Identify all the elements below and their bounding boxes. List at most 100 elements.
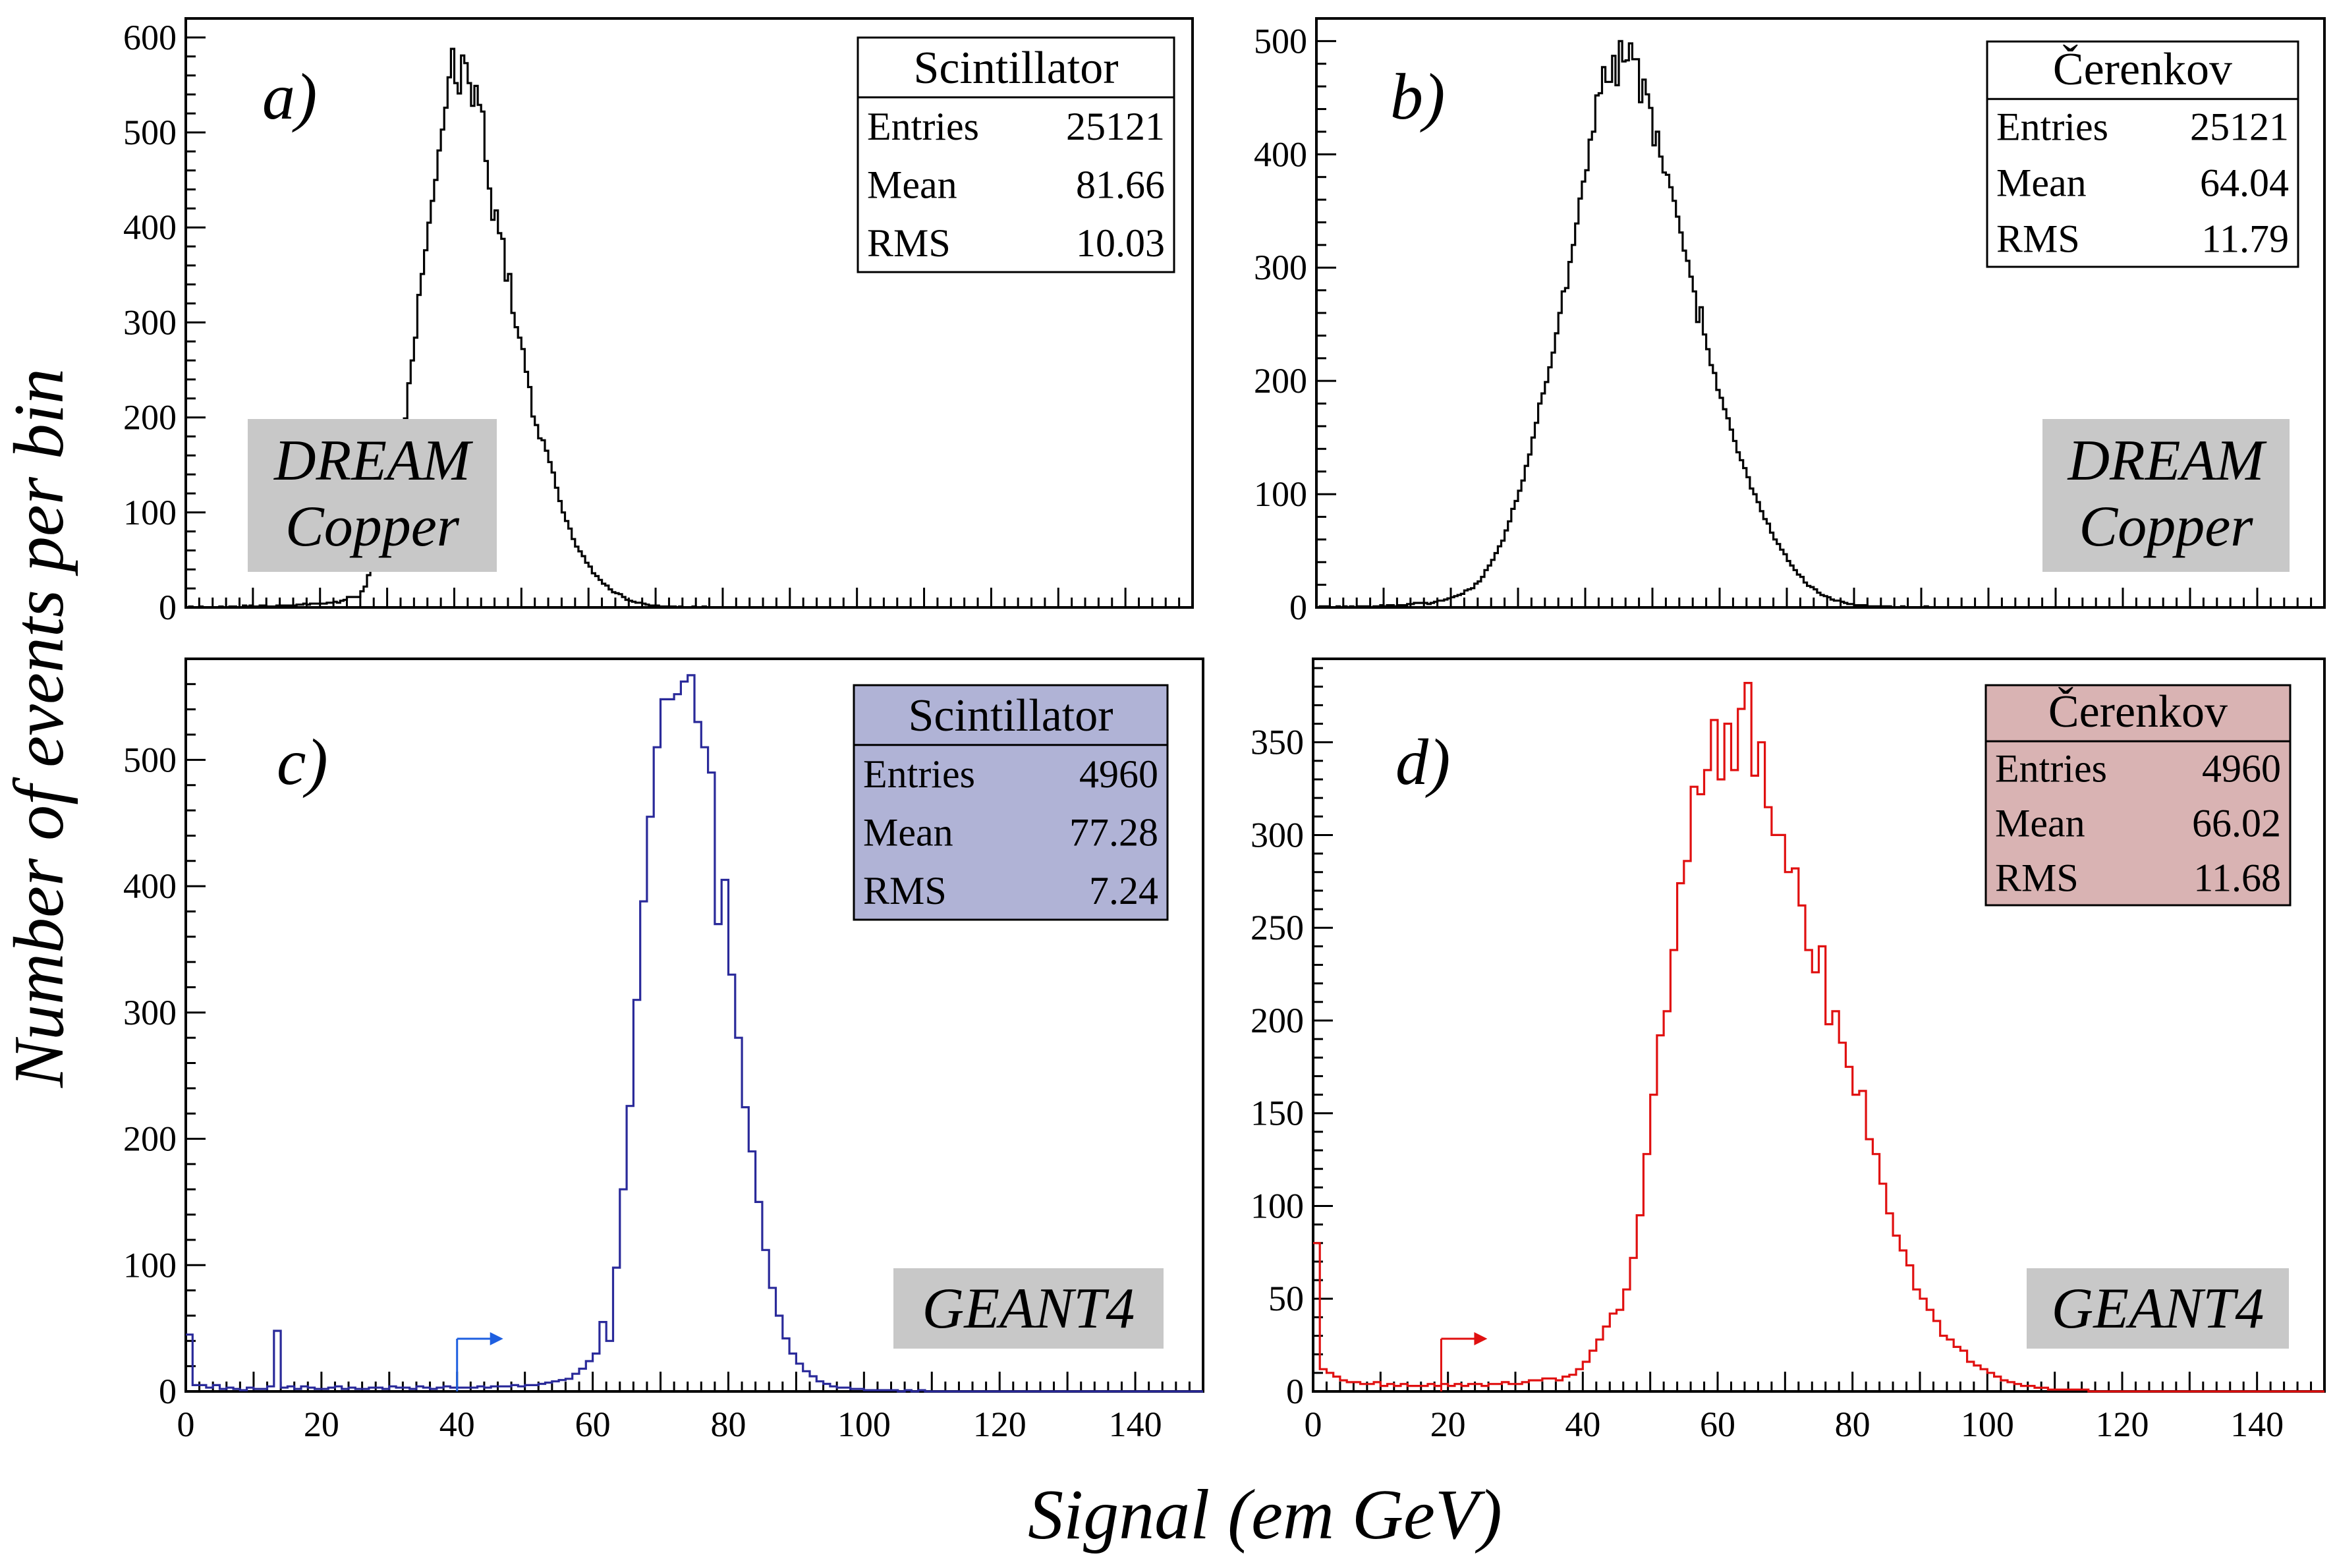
tag-line: Copper: [285, 495, 460, 559]
y-tick-label: 0: [159, 588, 177, 627]
stats-title: Scintillator: [913, 43, 1118, 94]
x-tick-label: 40: [1565, 1405, 1600, 1444]
y-tick-label: 200: [1251, 1001, 1304, 1040]
stats-row-value: 7.24: [1089, 869, 1158, 912]
stats-row-label: Entries: [1995, 747, 2107, 791]
x-tick-label: 120: [2096, 1405, 2149, 1444]
y-tick-label: 0: [159, 1372, 177, 1411]
tag-box: [2042, 419, 2290, 572]
cut-marker-arrowhead: [1474, 1332, 1488, 1345]
y-tick-label: 0: [1286, 1372, 1304, 1411]
x-tick-label: 100: [1961, 1405, 2014, 1444]
x-tick-label: 140: [2230, 1405, 2284, 1444]
x-tick-label: 0: [177, 1405, 195, 1444]
stats-row-label: Mean: [1995, 802, 2085, 845]
x-tick-label: 100: [837, 1405, 891, 1444]
stats-row-label: Mean: [1996, 161, 2087, 205]
y-tick-label: 500: [123, 113, 177, 152]
y-tick-label: 50: [1268, 1279, 1304, 1318]
panels: 0100200300400500600a)DREAMCopperScintill…: [123, 17, 2326, 1444]
stats-row-value: 25121: [1066, 105, 1165, 148]
stats-row-value: 66.02: [2192, 802, 2281, 845]
stats-row-value: 64.04: [2200, 161, 2289, 205]
panel-letter: a): [262, 60, 317, 133]
stats-box: [1984, 684, 2292, 907]
stats-row-value: 10.03: [1076, 221, 1165, 265]
x-tick-label: 80: [710, 1405, 746, 1444]
y-tick-label: 200: [123, 398, 177, 437]
y-tick-label: 100: [123, 493, 177, 532]
tag-box: [2027, 1268, 2289, 1349]
stats-row-label: Entries: [1996, 105, 2108, 149]
plot-frame: [1312, 658, 2326, 1393]
tag-line: GEANT4: [922, 1277, 1135, 1341]
y-tick-label: 150: [1251, 1094, 1304, 1133]
panel-letter: d): [1395, 725, 1450, 798]
x-tick-label: 20: [1430, 1405, 1466, 1444]
stats-row-value: 4960: [1079, 752, 1158, 796]
x-tick-label: 80: [1835, 1405, 1871, 1444]
y-tick-label: 400: [123, 866, 177, 906]
x-tick-label: 0: [1305, 1405, 1322, 1444]
cut-marker-arrowhead: [490, 1332, 503, 1345]
x-tick-label: 60: [1700, 1405, 1735, 1444]
y-tick-label: 600: [123, 18, 177, 57]
stats-row-label: Mean: [863, 810, 953, 854]
y-tick-label: 400: [1254, 134, 1307, 174]
tag-line: DREAM: [2067, 429, 2267, 493]
histogram-line: [186, 47, 1193, 609]
panel-letter: c): [277, 725, 328, 798]
stats-row-value: 81.66: [1076, 163, 1165, 206]
panel-letter: b): [1390, 60, 1445, 133]
panel-c: 0 20 40 60 80 100 120 140 0 100 200 300 400 500 c) GEAN…: [123, 658, 1204, 1444]
y-tick-label: 100: [1251, 1186, 1304, 1225]
y-tick-label: 250: [1251, 908, 1304, 947]
tag-line: Copper: [2079, 495, 2254, 559]
y-tick-label: 0: [1289, 588, 1307, 627]
stats-row-value: 77.28: [1069, 810, 1158, 854]
y-tick-label: 200: [123, 1119, 177, 1159]
stats-row-label: RMS: [867, 221, 951, 265]
y-tick-label: 200: [1254, 361, 1307, 401]
x-tick-label: 120: [973, 1405, 1027, 1444]
y-tick-label: 350: [1251, 723, 1304, 762]
y-tick-label: 300: [1251, 815, 1304, 854]
stats-title: Scintillator: [908, 690, 1113, 741]
stats-row-label: Entries: [867, 105, 979, 148]
x-tick-label: 40: [439, 1405, 475, 1444]
y-tick-label: 500: [123, 740, 177, 779]
stats-row-value: 4960: [2202, 747, 2281, 791]
stats-row-label: RMS: [1995, 856, 2079, 900]
y-tick-label: 300: [123, 302, 177, 342]
stats-title: Čerenkov: [2053, 44, 2232, 95]
y-tick-label: 500: [1254, 21, 1307, 61]
tag-line: GEANT4: [2052, 1277, 2265, 1341]
y-tick-label: 400: [123, 208, 177, 247]
stats-row-value: 11.68: [2193, 856, 2281, 900]
y-axis-title: Number of events per bin: [0, 368, 78, 1088]
stats-box: [853, 684, 1169, 921]
panel-d: 0 20 40 60 80 100 120 140 0 50 100 150 200 250 300 350 d…: [1251, 658, 2326, 1444]
tag-box: [248, 419, 497, 572]
x-tick-label: 140: [1109, 1405, 1162, 1444]
x-tick-label: 20: [304, 1405, 339, 1444]
plot-frame: [184, 658, 1204, 1393]
histogram-line: [1313, 682, 2324, 1393]
stats-row-value: 11.79: [2201, 217, 2289, 261]
y-tick-label: 300: [1254, 248, 1307, 287]
x-tick-label: 60: [575, 1405, 611, 1444]
x-axis-title: Signal (em GeV): [1028, 1476, 1502, 1554]
stats-title: Čerenkov: [2048, 686, 2228, 737]
stats-row-value: 25121: [2190, 105, 2289, 149]
stats-row-label: Entries: [863, 752, 975, 796]
stats-box: [1986, 40, 2299, 268]
stats-box: [857, 36, 1175, 273]
stats-row-label: RMS: [1996, 217, 2080, 261]
tag-line: DREAM: [273, 429, 474, 493]
y-tick-label: 300: [123, 993, 177, 1032]
y-tick-label: 100: [1254, 474, 1307, 514]
y-tick-label: 100: [123, 1245, 177, 1285]
